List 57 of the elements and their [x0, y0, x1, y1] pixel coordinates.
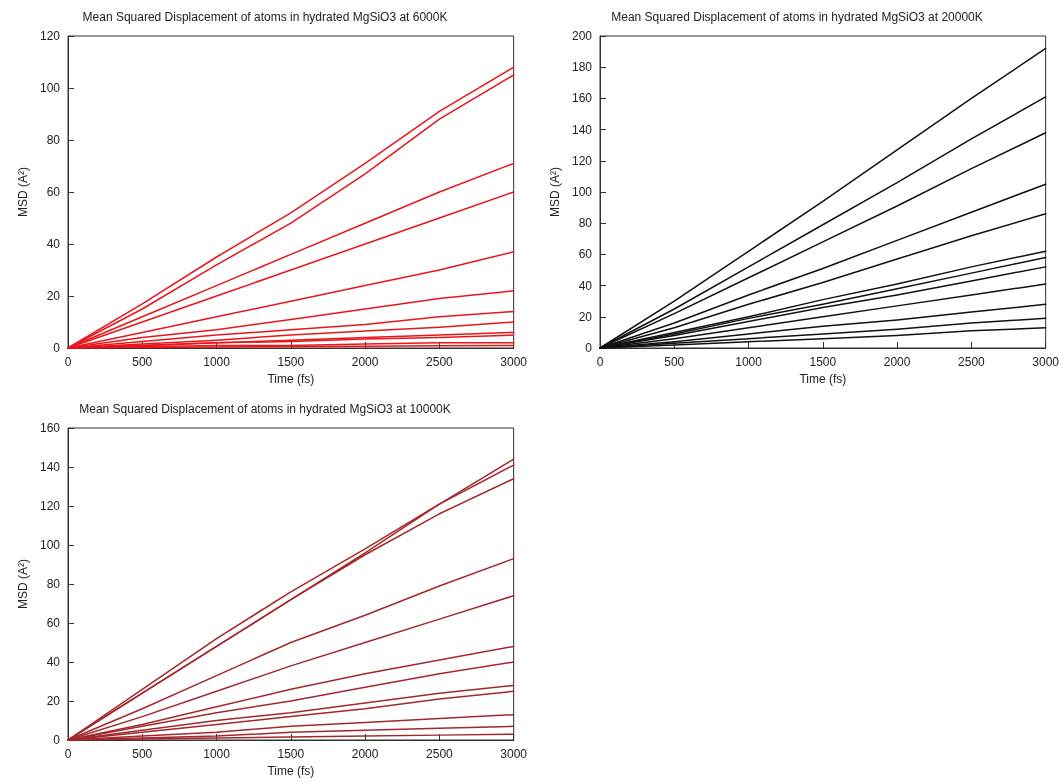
y-axis-title: MSD (A²) — [548, 167, 563, 217]
x-tick-label: 2500 — [426, 747, 454, 761]
y-axis-title: MSD (A²) — [16, 559, 31, 609]
x-tick-label: 2000 — [883, 355, 911, 369]
x-tick-label: 1500 — [277, 355, 305, 369]
x-tick-label: 1000 — [735, 355, 763, 369]
y-axis-title: MSD (A²) — [16, 167, 31, 217]
y-tick-label: 60 — [578, 247, 593, 262]
y-tick-label: 60 — [46, 185, 61, 199]
x-tick-label: 2000 — [351, 355, 379, 369]
y-tick-label: 40 — [46, 655, 61, 669]
y-tick-label: 80 — [46, 577, 61, 591]
x-tick-label: 3000 — [500, 355, 528, 369]
y-tick-label: 120 — [571, 153, 593, 168]
y-tick-label: 80 — [578, 216, 593, 231]
y-tick-label: 80 — [46, 133, 61, 147]
x-tick-label: 1500 — [809, 355, 837, 369]
y-tick-label: 60 — [46, 616, 61, 630]
y-tick-label: 0 — [53, 733, 61, 747]
chart-title: Mean Squared Displacement of atoms in hydrated MgSiO3 at 6000K — [82, 10, 448, 24]
y-tick-label: 20 — [46, 289, 61, 303]
chart-title: Mean Squared Displacement of atoms in hydrated MgSiO3 at 10000K — [79, 402, 451, 416]
y-tick-label: 100 — [571, 185, 593, 199]
y-tick-label: 40 — [578, 278, 593, 293]
y-tick-label: 160 — [39, 421, 61, 435]
y-tick-label: 140 — [571, 122, 593, 137]
y-tick-label: 20 — [46, 694, 61, 708]
x-tick-label: 2500 — [426, 355, 454, 369]
y-tick-label: 0 — [585, 341, 593, 355]
y-tick-label: 20 — [578, 309, 593, 324]
x-tick-label: 1000 — [203, 747, 231, 761]
x-axis-title: Time (fs) — [799, 371, 847, 386]
y-tick-label: 40 — [46, 237, 61, 251]
y-tick-label: 100 — [39, 538, 61, 552]
x-tick-label: 3000 — [1032, 355, 1060, 369]
x-tick-label: 0 — [596, 355, 604, 369]
x-tick-label: 3000 — [500, 747, 528, 761]
y-tick-label: 100 — [39, 81, 61, 95]
x-tick-label: 0 — [64, 747, 72, 761]
y-tick-label: 120 — [39, 29, 61, 43]
x-tick-label: 1500 — [277, 747, 305, 761]
y-tick-label: 200 — [571, 29, 593, 43]
y-tick-label: 120 — [39, 499, 61, 513]
chart-title: Mean Squared Displacement of atoms in hydrated MgSiO3 at 20000K — [611, 10, 983, 24]
y-tick-label: 0 — [53, 341, 61, 355]
x-tick-label: 500 — [132, 747, 153, 761]
x-tick-label: 2500 — [958, 355, 986, 369]
x-tick-label: 500 — [132, 355, 153, 369]
x-axis-title: Time (fs) — [267, 371, 315, 386]
x-axis-title: Time (fs) — [267, 763, 315, 778]
y-tick-label: 180 — [571, 60, 593, 75]
y-tick-label: 140 — [39, 460, 61, 474]
y-tick-label: 160 — [571, 91, 593, 106]
x-tick-label: 2000 — [351, 747, 379, 761]
x-tick-label: 1000 — [203, 355, 231, 369]
x-tick-label: 0 — [64, 355, 72, 369]
x-tick-label: 500 — [664, 355, 685, 369]
